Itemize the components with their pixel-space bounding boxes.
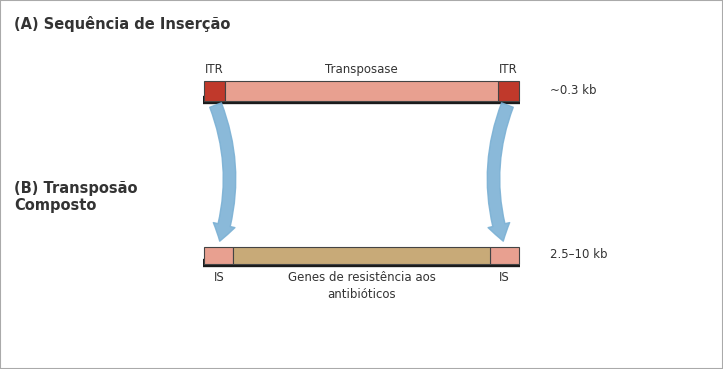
Text: (A) Sequência de Inserção: (A) Sequência de Inserção: [14, 16, 231, 32]
Text: 2.5–10 kb: 2.5–10 kb: [550, 248, 608, 262]
Text: ITR: ITR: [499, 63, 518, 76]
Text: Genes de resistência aos
antibióticos: Genes de resistência aos antibióticos: [288, 270, 435, 301]
Bar: [234, 248, 489, 264]
Text: ~0.3 kb: ~0.3 kb: [550, 84, 596, 97]
FancyArrowPatch shape: [487, 103, 513, 241]
Text: (B) Transposão
Composto: (B) Transposão Composto: [14, 181, 138, 213]
Bar: [205, 248, 234, 264]
Text: IS: IS: [213, 270, 224, 283]
Text: Transposase: Transposase: [325, 63, 398, 76]
Bar: [489, 248, 518, 264]
Bar: [205, 81, 225, 101]
Bar: [225, 81, 498, 101]
Text: ITR: ITR: [205, 63, 224, 76]
Bar: [498, 81, 518, 101]
Text: IS: IS: [499, 270, 510, 283]
FancyArrowPatch shape: [210, 103, 236, 241]
